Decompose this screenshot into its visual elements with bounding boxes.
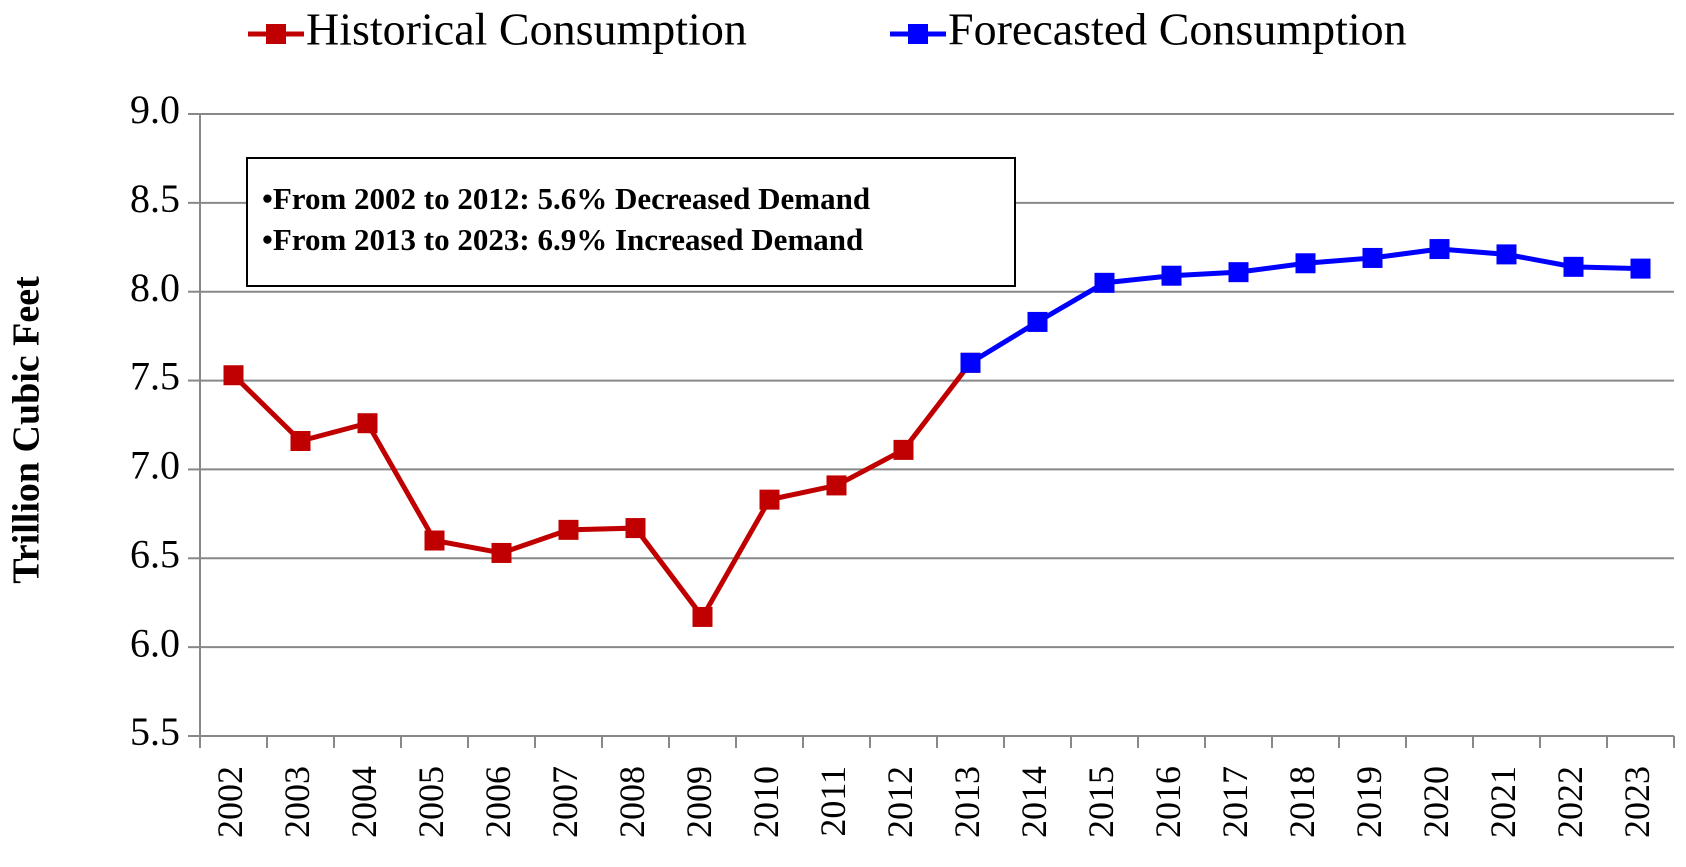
legend-marker (266, 24, 286, 44)
x-tick-label: 2023 (1617, 766, 1657, 838)
x-tick-label: 2007 (545, 766, 585, 838)
marker (625, 518, 646, 539)
marker (1161, 265, 1182, 286)
marker (1630, 258, 1651, 279)
y-tick-label: 5.5 (130, 709, 180, 754)
marker (826, 475, 847, 496)
marker (960, 352, 981, 373)
x-tick-label: 2015 (1081, 766, 1121, 838)
y-tick-label: 7.0 (130, 443, 180, 488)
annotation: •From 2002 to 2012: 5.6% Decreased Deman… (262, 181, 870, 216)
marker (1295, 253, 1316, 274)
marker (1228, 262, 1249, 283)
y-axis-label: Trillion Cubic Feet (6, 276, 48, 584)
x-tick-label: 2022 (1550, 766, 1590, 838)
marker (223, 365, 244, 386)
marker (491, 542, 512, 563)
marker (1429, 239, 1450, 260)
marker (290, 430, 311, 451)
x-tick-label: 2017 (1215, 766, 1255, 838)
marker (692, 606, 713, 627)
y-tick-label: 8.0 (130, 265, 180, 310)
y-tick-label: 8.5 (130, 176, 180, 221)
marker (357, 413, 378, 434)
marker (1027, 311, 1048, 332)
x-tick-label: 2014 (1014, 766, 1054, 838)
x-tick-label: 2016 (1148, 766, 1188, 838)
annotation: •From 2013 to 2023: 6.9% Increased Deman… (262, 222, 863, 257)
legend-label: Historical Consumption (306, 4, 747, 55)
marker (1563, 256, 1584, 277)
marker (558, 519, 579, 540)
x-tick-label: 2004 (344, 766, 384, 838)
x-tick-label: 2006 (478, 766, 518, 838)
y-tick-label: 6.0 (130, 620, 180, 665)
marker (893, 439, 914, 460)
annotation-box (246, 157, 1016, 287)
x-tick-label: 2018 (1282, 766, 1322, 838)
x-tick-label: 2021 (1483, 766, 1523, 838)
x-tick-label: 2008 (612, 766, 652, 838)
x-tick-label: 2019 (1349, 766, 1389, 838)
y-tick-label: 6.5 (130, 531, 180, 576)
x-tick-label: 2012 (880, 766, 920, 838)
x-tick-label: 2020 (1416, 766, 1456, 838)
legend-marker (908, 24, 928, 44)
marker (1094, 272, 1115, 293)
marker (759, 489, 780, 510)
x-tick-label: 2011 (813, 766, 853, 837)
x-tick-label: 2009 (679, 766, 719, 838)
x-tick-label: 2003 (277, 766, 317, 838)
marker (1362, 247, 1383, 268)
x-tick-label: 2013 (947, 766, 987, 838)
marker (1496, 244, 1517, 265)
legend-label: Forecasted Consumption (948, 4, 1407, 55)
x-tick-label: 2002 (210, 766, 250, 838)
x-tick-label: 2010 (746, 766, 786, 838)
marker (424, 530, 445, 551)
series-line (231, 361, 973, 622)
y-tick-label: 7.5 (130, 354, 180, 399)
x-tick-label: 2005 (411, 766, 451, 838)
y-tick-label: 9.0 (130, 87, 180, 132)
